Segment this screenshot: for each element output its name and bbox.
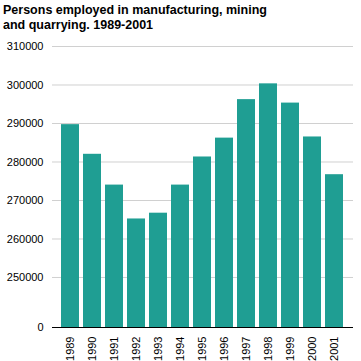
svg-text:290000: 290000 bbox=[7, 117, 44, 129]
svg-text:300000: 300000 bbox=[7, 79, 44, 91]
svg-text:280000: 280000 bbox=[7, 156, 44, 168]
html-text:Persons employed in manufactur: Persons employed in manufacturing, minin… bbox=[3, 3, 267, 32]
svg-text:260000: 260000 bbox=[7, 233, 44, 245]
svg-text:270000: 270000 bbox=[7, 194, 44, 206]
svg-text:1998: 1998 bbox=[262, 337, 274, 361]
svg-text:1989: 1989 bbox=[64, 337, 76, 361]
svg-text:2001: 2001 bbox=[328, 337, 340, 361]
svg-text:1996: 1996 bbox=[218, 337, 230, 361]
svg-text:2000: 2000 bbox=[306, 337, 318, 361]
svg-text:1991: 1991 bbox=[108, 337, 120, 361]
svg-text:1995: 1995 bbox=[196, 337, 208, 361]
svg-text:250000: 250000 bbox=[7, 271, 44, 283]
svg-text:1999: 1999 bbox=[284, 337, 296, 361]
svg-text:1992: 1992 bbox=[130, 337, 142, 361]
svg-text:1993: 1993 bbox=[152, 337, 164, 361]
svg-text:0: 0 bbox=[37, 321, 43, 333]
svg-text:1997: 1997 bbox=[240, 337, 252, 361]
svg-text:1994: 1994 bbox=[174, 337, 186, 361]
svg-text:310000: 310000 bbox=[7, 40, 44, 52]
svg-text:1990: 1990 bbox=[86, 337, 98, 361]
